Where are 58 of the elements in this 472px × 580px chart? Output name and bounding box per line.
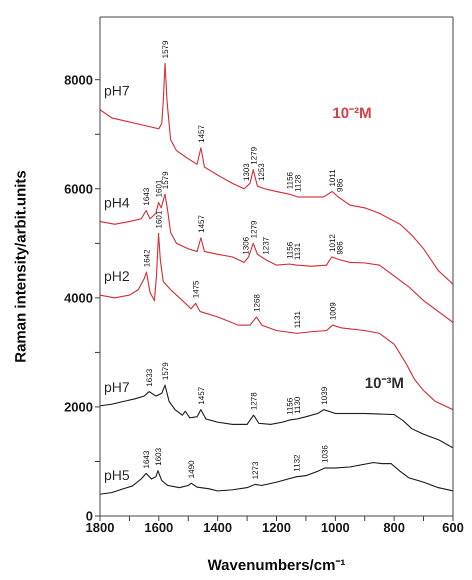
annotation: 1128 [294, 174, 303, 192]
series-label: pH5 [104, 467, 130, 484]
annotation: 1009 [328, 302, 338, 320]
annotation: 1490 [187, 460, 196, 478]
x-tick-label: 1400 [203, 520, 232, 536]
annotation: 1475 [192, 280, 201, 298]
annotation: 1306 [241, 236, 250, 255]
x-tick-label: 1000 [320, 520, 350, 536]
y-tick-label: 4000 [64, 290, 93, 306]
annotation: 1457 [196, 214, 206, 233]
annotation: 1156 [285, 171, 294, 190]
annotation: 10⁻³M [364, 374, 404, 392]
y-axis-title: Raman intensity/arbit.units [12, 170, 30, 363]
annotation: 1132 [292, 454, 302, 472]
series-label: pH7 [104, 378, 130, 395]
x-tick-label: 800 [383, 520, 406, 536]
annotation: 1579 [161, 170, 170, 190]
annotation: 1012 [328, 234, 337, 252]
annotation: 986 [335, 178, 344, 192]
annotation: 1279 [249, 220, 258, 238]
annotation: 1039 [320, 386, 329, 405]
annotation: 1237 [262, 236, 271, 255]
annotation: 1156 [285, 397, 294, 416]
annotation: 1279 [249, 146, 258, 165]
annotation: 1156 [285, 241, 294, 260]
annotation: 1273 [251, 461, 260, 480]
x-tick-label: 1200 [262, 520, 291, 536]
x-axis-title: Wavenumbers/cm⁻¹ [208, 557, 346, 574]
annotation: 1457 [196, 386, 206, 405]
annotation: 1579 [161, 362, 170, 380]
annotation: 10⁻²M [332, 104, 372, 122]
annotation: 1268 [252, 294, 262, 312]
annotation: 1303 [242, 162, 252, 182]
annotation: 986 [335, 240, 344, 255]
annotation: 1601 [154, 179, 164, 198]
annotation: 1036 [320, 444, 330, 464]
annotation: 1130 [293, 396, 302, 414]
series-label: pH7 [104, 82, 130, 99]
annotation: 1603 [154, 447, 163, 466]
x-tick-label: 1600 [144, 520, 174, 536]
annotation: 1253 [256, 162, 266, 182]
annotation: 1011 [328, 168, 338, 187]
series-label: pH2 [104, 268, 130, 284]
annotation: 1131 [292, 242, 302, 260]
y-tick-label: 2000 [64, 400, 93, 415]
annotation: 1643 [142, 187, 152, 206]
annotation: 1131 [292, 310, 302, 328]
series-label: pH4 [104, 194, 130, 211]
y-tick-label: 8000 [64, 72, 93, 88]
annotation: 1579 [161, 40, 170, 58]
annotation: 1643 [142, 450, 152, 468]
annotation: 1601 [154, 210, 164, 229]
annotation: 1642 [142, 248, 152, 268]
x-tick-label: 600 [442, 520, 464, 536]
y-tick-label: 6000 [64, 181, 93, 196]
annotation: 1633 [145, 368, 154, 387]
annotation: 1278 [250, 392, 259, 410]
annotation: 1457 [196, 124, 206, 143]
